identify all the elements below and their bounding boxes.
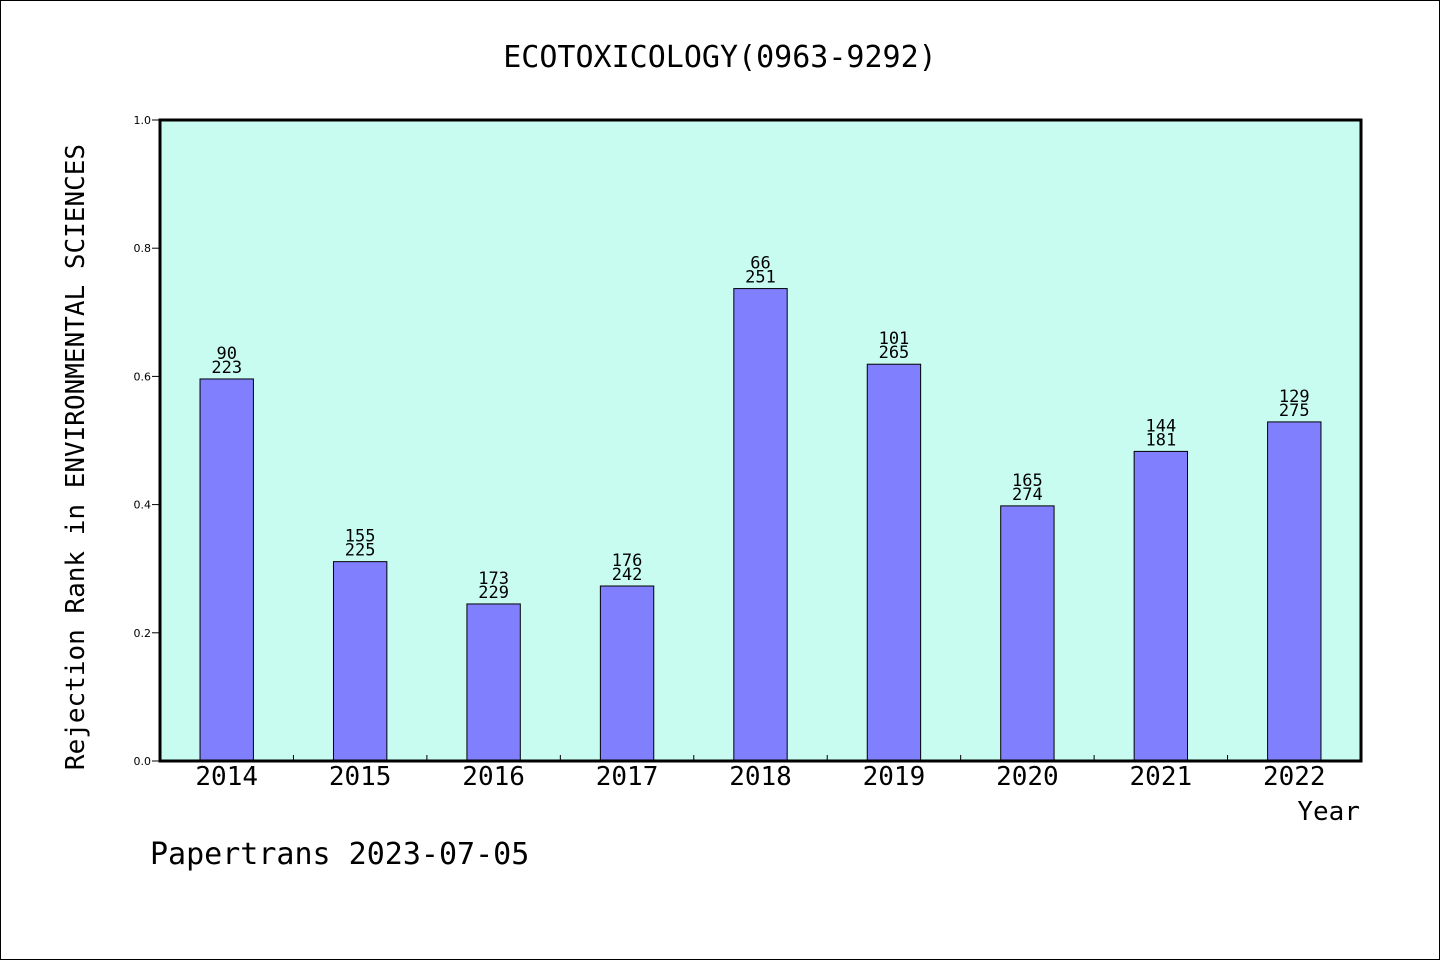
bar-2018 bbox=[733, 288, 788, 762]
chart-title: ECOTOXICOLOGY(0963-9292) bbox=[503, 40, 936, 75]
bar-annotation-bottom: 225 bbox=[345, 541, 376, 561]
bar-annotation-bottom: 181 bbox=[1145, 430, 1176, 450]
y-tick-label: 0.2 bbox=[134, 627, 152, 640]
bar-2021 bbox=[1133, 450, 1189, 762]
bar-annotation-bottom: 275 bbox=[1279, 401, 1310, 421]
y-tick-label: 1.0 bbox=[134, 114, 152, 127]
x-tick-label: 2016 bbox=[462, 762, 525, 792]
bar-2019 bbox=[866, 363, 922, 762]
bar-annotation-top: 101 bbox=[879, 329, 910, 349]
bar-2020 bbox=[1000, 505, 1055, 762]
y-tick-label: 0.8 bbox=[134, 242, 152, 255]
bar-annotation-top: 176 bbox=[612, 551, 643, 571]
y-tick-label: 0.6 bbox=[134, 370, 152, 383]
bar-annotation-top: 129 bbox=[1279, 387, 1310, 407]
x-tick-label: 2022 bbox=[1263, 762, 1326, 792]
bar-2022 bbox=[1267, 421, 1322, 762]
bar-annotation-bottom: 223 bbox=[211, 358, 242, 378]
x-tick-label: 2019 bbox=[863, 762, 926, 792]
x-tick-label: 2015 bbox=[329, 762, 392, 792]
x-tick-label: 2020 bbox=[996, 762, 1059, 792]
bars-layer bbox=[199, 288, 1322, 762]
y-tick-label: 0.4 bbox=[134, 499, 152, 512]
bar-annotation-bottom: 274 bbox=[1012, 485, 1043, 505]
bar-annotation-top: 144 bbox=[1145, 416, 1176, 436]
bar-annotation-top: 155 bbox=[345, 527, 376, 547]
bar-2016 bbox=[466, 603, 521, 762]
bar-annotation-top: 90 bbox=[216, 344, 236, 364]
bar-annotation-bottom: 229 bbox=[478, 583, 509, 603]
bar-annotation-bottom: 265 bbox=[879, 343, 910, 363]
x-tick-label: 2021 bbox=[1130, 762, 1193, 792]
bar-annotation-top: 66 bbox=[750, 254, 770, 274]
y-tick-label: 0.0 bbox=[134, 755, 152, 768]
bar-annotation-bottom: 242 bbox=[612, 565, 643, 585]
bar-annotation-bottom: 251 bbox=[745, 268, 776, 288]
y-axis: 0.0 0.2 0.4 0.6 0.8 1.0 bbox=[134, 114, 160, 768]
x-tick-label: 2018 bbox=[729, 762, 792, 792]
bar-annotation-top: 173 bbox=[478, 569, 509, 589]
footer-credit: Papertrans 2023-07-05 bbox=[150, 837, 529, 872]
y-axis-label: Rejection Rank in ENVIRONMENTAL SCIENCES bbox=[61, 144, 91, 770]
bar-2014 bbox=[199, 378, 254, 762]
x-axis: 2014 2015 2016 2017 2018 2019 2020 2021 2022 bbox=[195, 755, 1326, 792]
x-axis-label: Year bbox=[1297, 797, 1360, 827]
x-tick-label: 2017 bbox=[596, 762, 659, 792]
bar-2015 bbox=[332, 561, 388, 762]
plot-border bbox=[158, 118, 1363, 763]
bar-2017 bbox=[599, 585, 655, 762]
bar-annotation-top: 165 bbox=[1012, 471, 1043, 491]
x-tick-label: 2014 bbox=[195, 762, 258, 792]
